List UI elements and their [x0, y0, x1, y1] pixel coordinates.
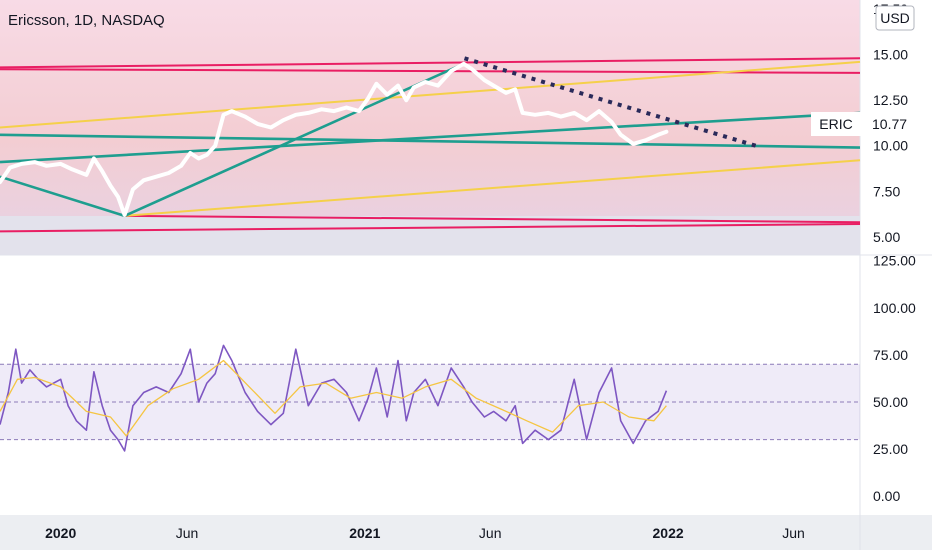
chart-title: Ericsson, 1D, NASDAQ	[8, 12, 165, 29]
indicator-tick-label: 50.00	[873, 394, 908, 410]
indicator-series-main[interactable]	[0, 344, 668, 452]
trendline-teal-v-right[interactable]	[124, 62, 465, 218]
indicator-tick-label: 100.00	[873, 300, 916, 316]
indicator-axis-background	[860, 255, 932, 515]
price-tick-label: 5.00	[873, 229, 900, 245]
trendline-red-lower-channel-bottom[interactable]	[0, 223, 861, 233]
symbol-label: ERIC	[819, 116, 852, 132]
trendline-yellow-upper[interactable]	[0, 60, 861, 129]
price-tick-label: 12.50	[873, 92, 908, 108]
time-tick-label: Jun	[782, 525, 805, 541]
trendline-layer	[0, 56, 861, 233]
price-pane-lower-band	[0, 216, 860, 255]
time-axis-background	[0, 515, 932, 550]
trendline-downtrend-dotted[interactable]	[463, 56, 760, 149]
time-tick-label: 2020	[45, 525, 76, 541]
time-tick-label: 2021	[349, 525, 380, 541]
indicator-tick-label: 75.00	[873, 347, 908, 363]
trendline-yellow-lower[interactable]	[124, 159, 861, 217]
indicator-tick-label: 0.00	[873, 488, 900, 504]
price-series-line[interactable]	[0, 61, 669, 217]
trendline-teal-v-left[interactable]	[0, 175, 126, 218]
price-pane-background	[0, 0, 860, 255]
symbol-label-box	[811, 112, 861, 136]
trendline-teal-horizontal[interactable]	[0, 133, 861, 149]
indicator-tick-label: 125.00	[873, 253, 916, 269]
price-tick-label: 15.00	[873, 47, 908, 63]
indicator-line-layer	[0, 344, 668, 452]
price-line-layer	[0, 61, 669, 217]
indicator-series-signal[interactable]	[0, 359, 667, 437]
indicator-tick-label: 25.00	[873, 441, 908, 457]
price-tick-label: 7.50	[873, 183, 900, 199]
currency-badge-box[interactable]	[875, 5, 915, 31]
price-tick-label: 10.00	[873, 138, 908, 154]
trendline-red-upper-channel-top[interactable]	[0, 57, 861, 69]
trendline-teal-up[interactable]	[0, 111, 861, 164]
trendline-red-lower-channel-top[interactable]	[124, 214, 861, 224]
time-tick-label: Jun	[176, 525, 199, 541]
time-tick-label: 2022	[653, 525, 684, 541]
time-tick-label: Jun	[479, 525, 502, 541]
last-value-box	[862, 112, 922, 136]
last-value-label: 10.77	[872, 116, 907, 132]
indicator-band-layer	[0, 363, 860, 441]
currency-badge[interactable]: USD	[880, 10, 910, 26]
